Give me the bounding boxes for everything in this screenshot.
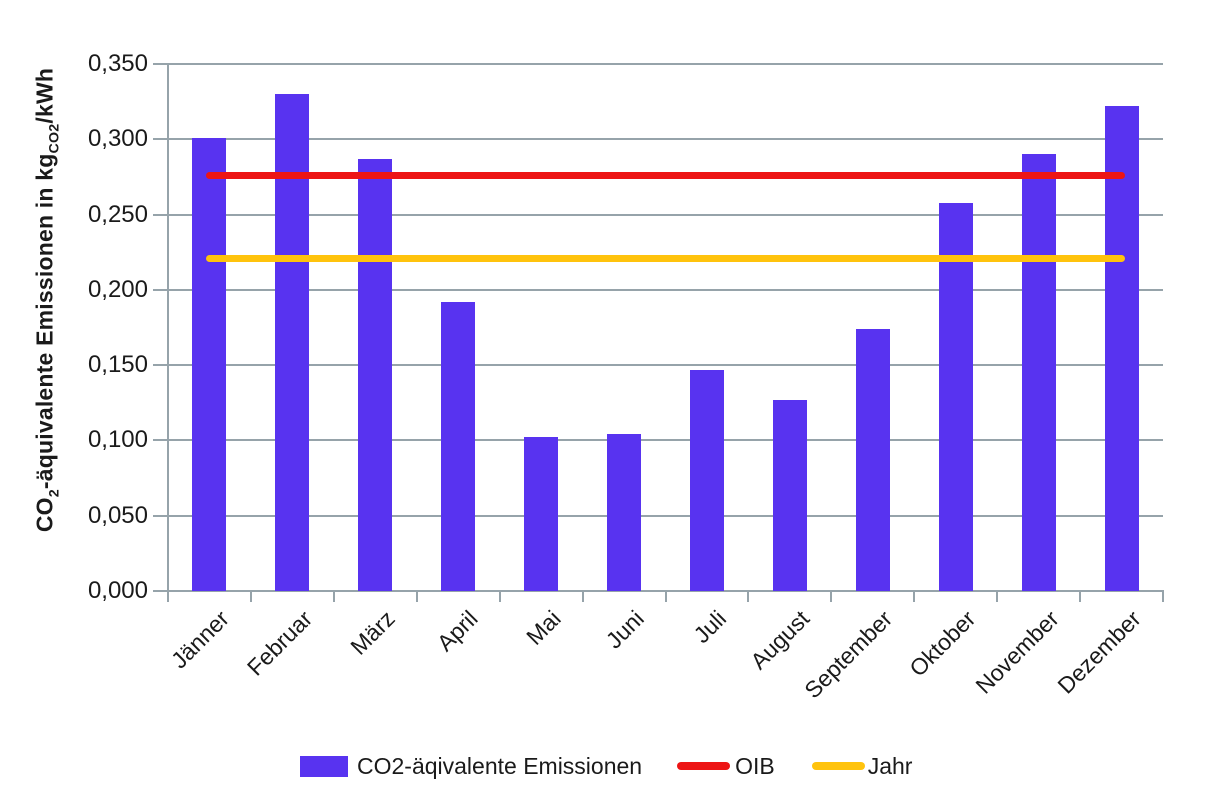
legend-oib-line-swatch (677, 762, 731, 770)
y-tick-label: 0,100 (87, 426, 148, 454)
y-axis-tick (153, 288, 168, 291)
bar-november (1021, 154, 1056, 591)
bar-jänner (192, 137, 227, 591)
x-axis-tick (830, 590, 833, 602)
bar-märz (358, 158, 393, 591)
legend-bar-label: CO2-äqivalente Emissionen (357, 753, 643, 779)
x-axis-tick (747, 590, 750, 602)
gridline (168, 138, 1163, 141)
x-axis-tick (1079, 590, 1082, 602)
bar-september (855, 329, 890, 591)
gridline (168, 439, 1163, 442)
x-axis-tick (1162, 590, 1164, 602)
x-axis-tick (415, 590, 418, 602)
x-tick-label-oktober: Oktober (904, 605, 981, 682)
bar-juni (607, 434, 642, 591)
bar-april (441, 301, 476, 591)
gridline (168, 364, 1163, 367)
legend: CO2-äqivalente Emissionen OIB Jahr (300, 752, 912, 780)
legend-bar-swatch (300, 755, 348, 777)
x-axis-tick (167, 590, 169, 602)
x-tick-label-februar: Februar (241, 605, 318, 681)
y-tick-label: 0,150 (87, 351, 148, 379)
x-axis-tick (913, 590, 916, 602)
reference-line-jahr (206, 254, 1125, 262)
legend-oib-label: OIB (735, 753, 775, 779)
y-axis-tick (153, 213, 168, 216)
bar-juli (689, 369, 724, 591)
x-axis-line (153, 590, 1164, 592)
x-axis-tick (498, 590, 501, 602)
x-axis-tick (332, 590, 335, 602)
y-tick-label: 0,000 (87, 577, 148, 604)
gridline (168, 288, 1163, 291)
x-tick-label-juni: Juni (600, 605, 649, 654)
bar-oktober (938, 202, 973, 591)
y-tick-label: 0,200 (87, 275, 148, 303)
x-tick-label-september: September (799, 605, 898, 704)
x-axis-tick (664, 590, 667, 602)
x-tick-label-mai: Mai (521, 605, 566, 650)
y-tick-label: 0,350 (87, 50, 148, 77)
x-tick-label-august: August (745, 605, 815, 675)
x-tick-label-april: April (431, 605, 483, 657)
x-axis-tick (996, 590, 999, 602)
x-axis-tick (581, 590, 584, 602)
gridline (168, 213, 1163, 216)
gridline (168, 514, 1163, 517)
x-tick-label-jänner: Jänner (166, 605, 235, 674)
y-axis-tick (153, 63, 168, 65)
legend-jahr-label: Jahr (867, 753, 913, 779)
x-tick-label-juli: Juli (688, 605, 732, 649)
legend-jahr-line-swatch (811, 762, 865, 770)
y-tick-label: 0,300 (87, 125, 148, 153)
y-tick-label: 0,050 (87, 501, 148, 529)
x-tick-label-november: November (969, 605, 1064, 699)
x-tick-label-märz: März (345, 605, 400, 660)
y-axis-tick (153, 364, 168, 367)
y-axis-tick (153, 514, 168, 517)
reference-line-oib (206, 171, 1125, 179)
bar-august (772, 399, 807, 591)
x-tick-label-dezember: Dezember (1052, 605, 1147, 699)
gridline (168, 63, 1163, 65)
bar-dezember (1104, 106, 1139, 591)
y-axis-tick (153, 439, 168, 442)
y-axis-line (167, 64, 169, 593)
bar-februar (275, 94, 310, 591)
y-axis-tick (153, 138, 168, 141)
x-axis-tick (249, 590, 252, 602)
bar-mai (524, 437, 559, 591)
y-tick-label: 0,250 (87, 200, 148, 228)
